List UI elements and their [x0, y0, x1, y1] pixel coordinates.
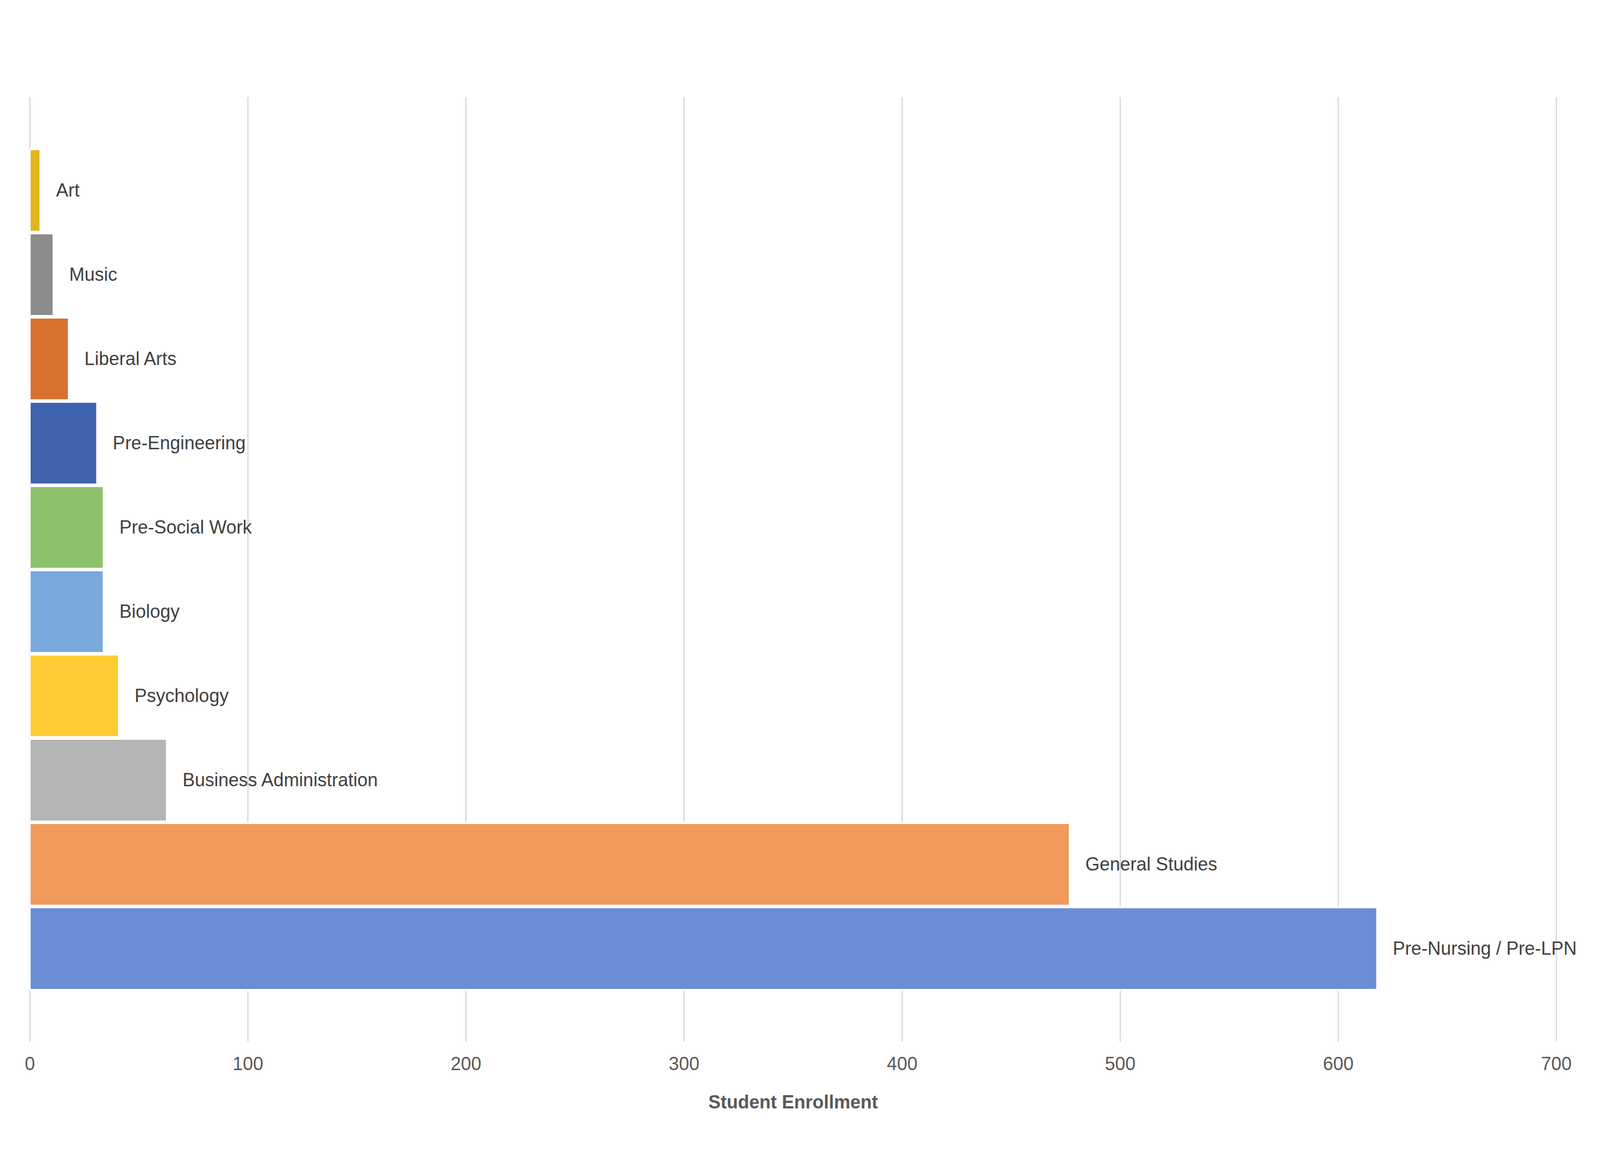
svg-text:Business Administration: Business Administration — [182, 769, 378, 791]
svg-text:700: 700 — [1540, 1053, 1572, 1075]
svg-text:300: 300 — [668, 1053, 700, 1075]
svg-text:Pre-Social Work: Pre-Social Work — [119, 516, 253, 538]
svg-text:General Studies: General Studies — [1085, 853, 1217, 875]
svg-text:Psychology: Psychology — [134, 685, 229, 707]
svg-text:Pre-Nursing / Pre-LPN: Pre-Nursing / Pre-LPN — [1392, 938, 1577, 960]
svg-text:Student Enrollment: Student Enrollment — [708, 1091, 878, 1113]
svg-text:100: 100 — [232, 1053, 264, 1075]
svg-text:600: 600 — [1322, 1053, 1354, 1075]
svg-text:0: 0 — [24, 1053, 35, 1075]
svg-text:500: 500 — [1104, 1053, 1136, 1075]
svg-text:Pre-Engineering: Pre-Engineering — [112, 432, 246, 454]
svg-text:200: 200 — [450, 1053, 482, 1075]
svg-text:Liberal Arts: Liberal Arts — [84, 348, 177, 370]
svg-text:Art: Art — [56, 179, 80, 201]
svg-text:400: 400 — [886, 1053, 918, 1075]
svg-text:Music: Music — [68, 264, 117, 285]
svg-text:Biology: Biology — [119, 601, 180, 623]
